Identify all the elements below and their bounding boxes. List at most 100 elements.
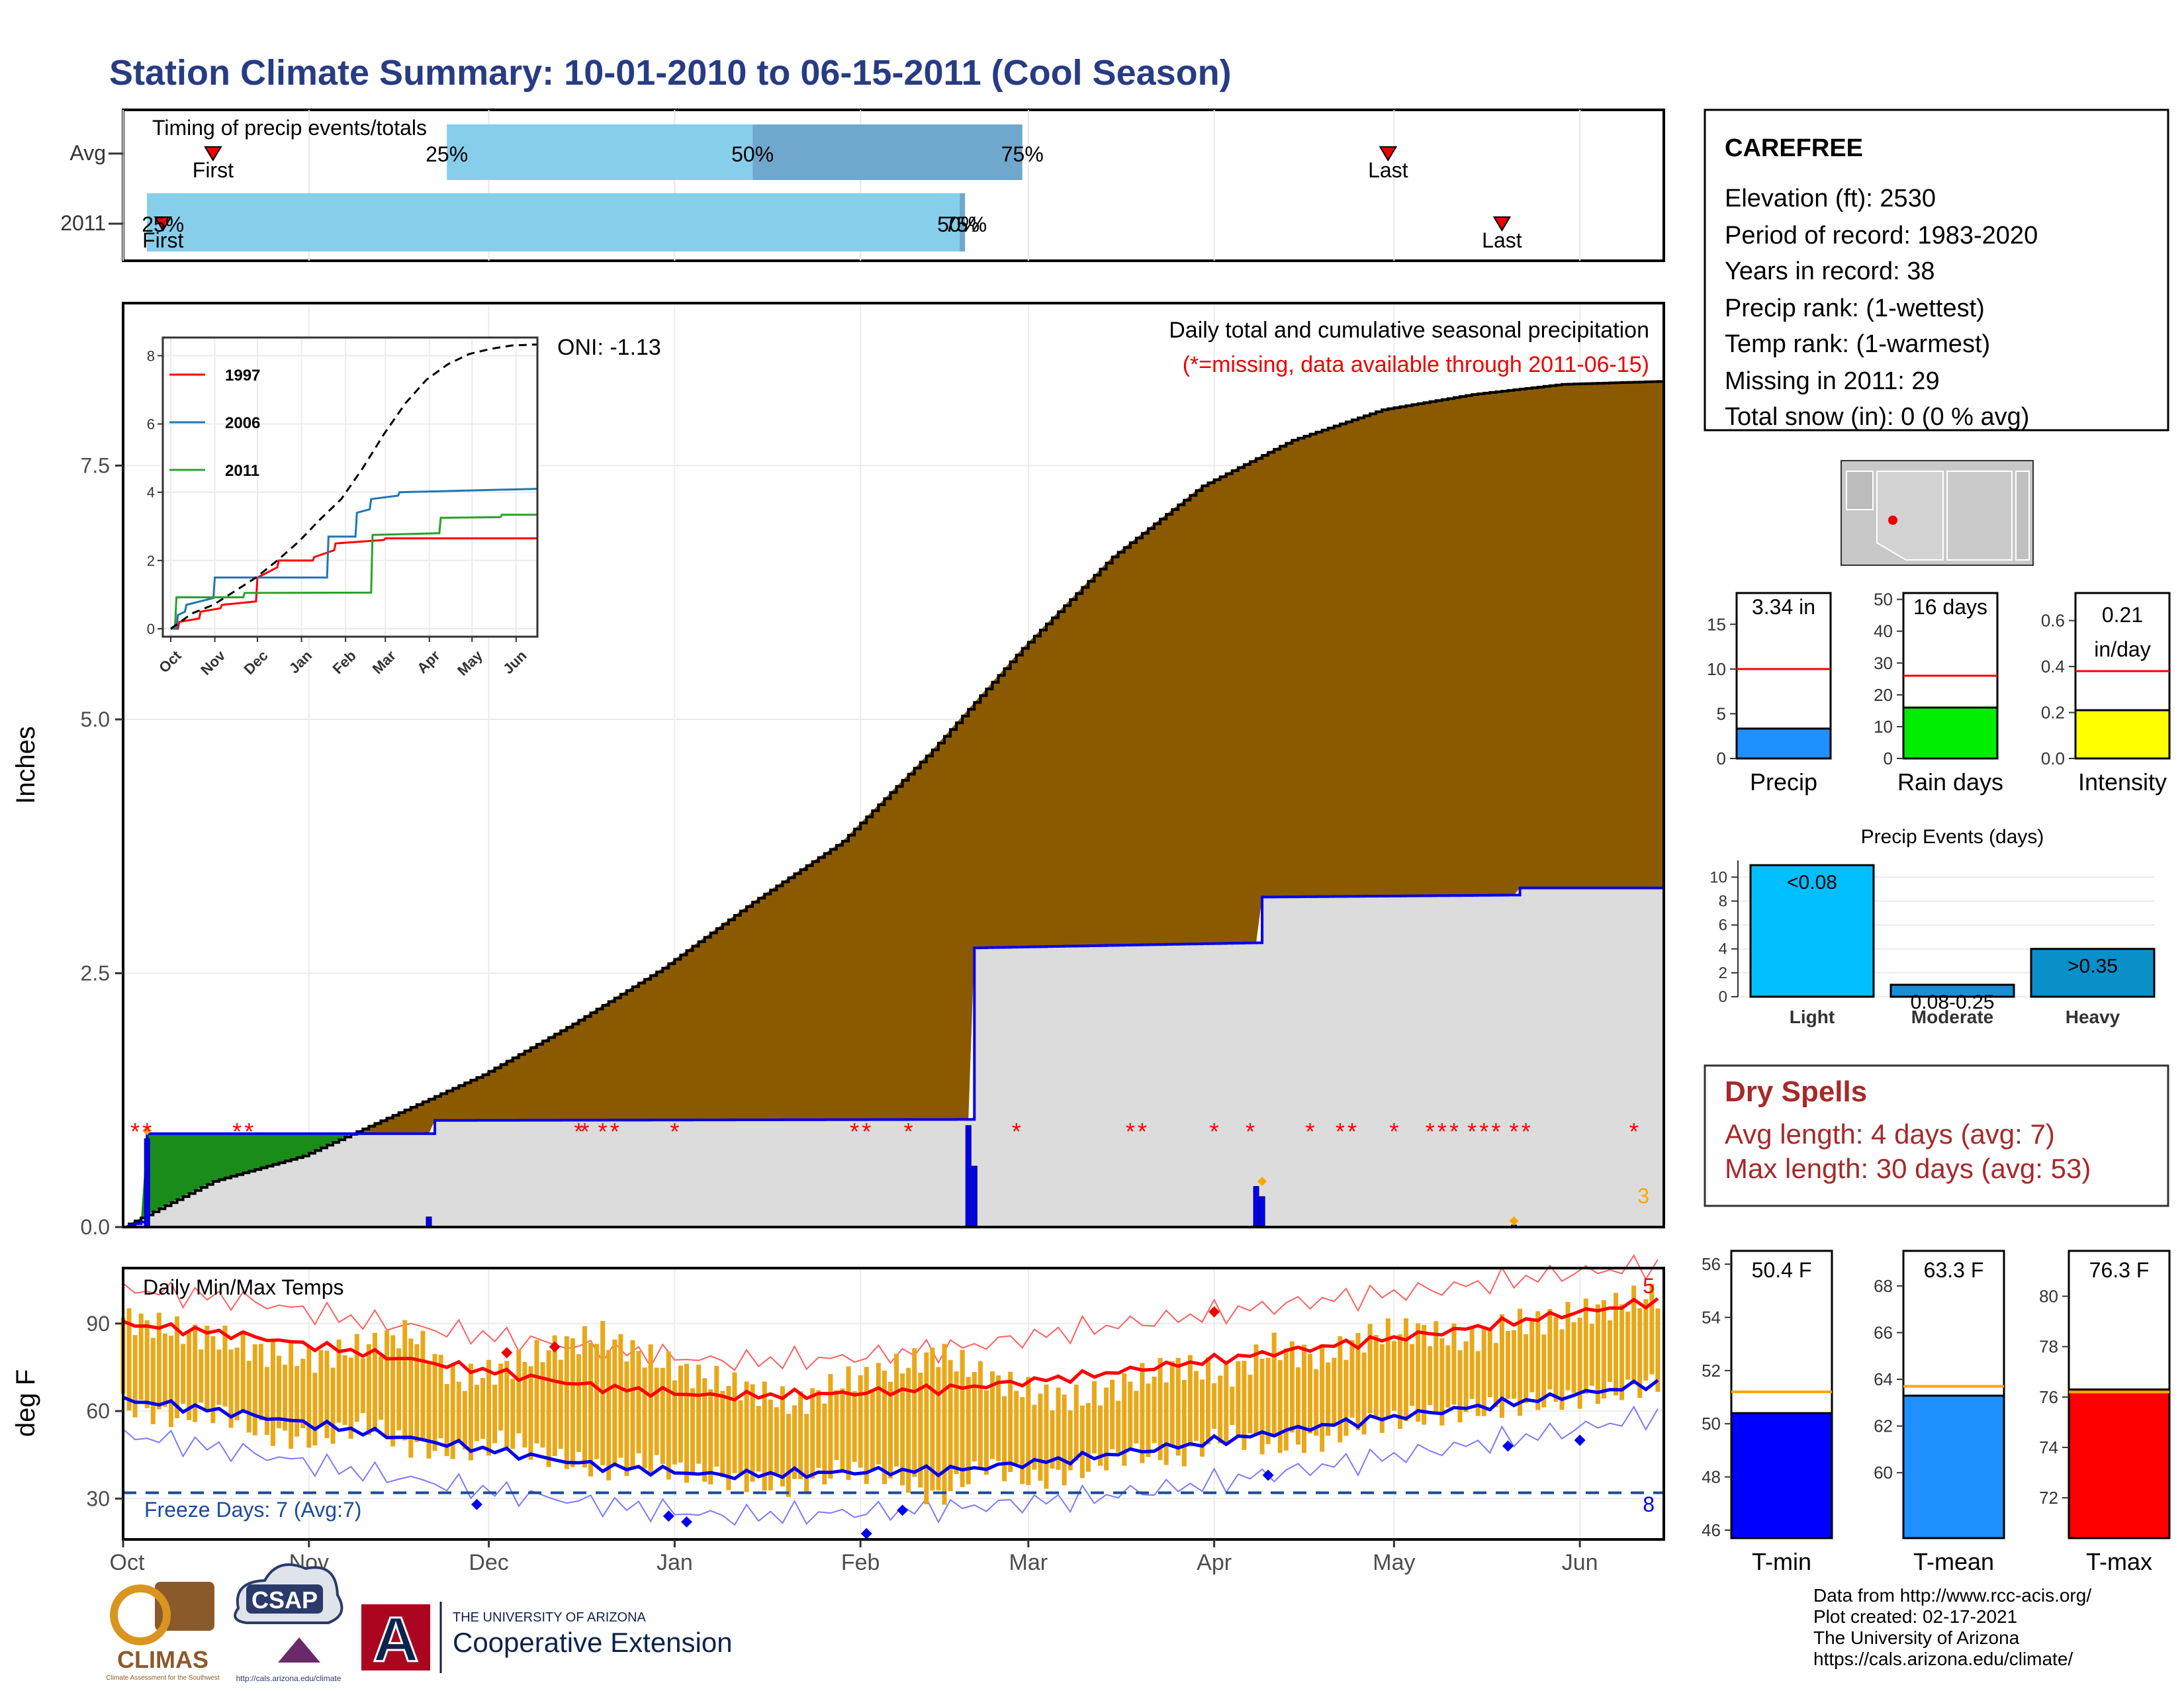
daily-temp-bar-112: [792, 1405, 797, 1479]
daily-precip-bar-4: [1253, 1186, 1259, 1228]
month-label-7: May: [1373, 1550, 1415, 1575]
timing-2011-last-marker: [1492, 216, 1512, 232]
daily-temp-bar-12: [193, 1324, 198, 1422]
daily-temp-bar-189: [1253, 1344, 1259, 1436]
daily-temp-bar-124: [864, 1367, 869, 1485]
temp-count-top: 5: [1643, 1274, 1655, 1298]
daily-temp-bar-256: [1655, 1308, 1661, 1392]
missing-day-mark-23: *: [1449, 1118, 1459, 1145]
inset-y-axis: 0 2 4 6 8: [147, 347, 163, 637]
ua-extension-logo[interactable]: A THE UNIVERSITY OF ARIZONA Cooperative …: [361, 1602, 733, 1676]
station-period: Period of record: 1983-2020: [1725, 222, 2038, 250]
missing-day-mark-0: *: [130, 1118, 140, 1145]
record-high-marker-2: [1208, 1306, 1220, 1318]
station-info-box: CAREFREE Elevation (ft): 2530 Period of …: [1704, 109, 2169, 432]
daily-temp-bar-110: [780, 1386, 785, 1486]
daily-temp-bar-171: [1146, 1383, 1151, 1457]
precip-y-axis-title: Inches: [11, 726, 40, 804]
dry-spells-title: Dry Spells: [1725, 1075, 1867, 1108]
daily-temp-bar-221: [1445, 1345, 1451, 1408]
intensity-summary-chart: 0.21 in/day 0.0 0.2 0.4 0.6 Intensity: [2041, 592, 2171, 796]
tmin-summary-label: T-min: [1752, 1548, 1811, 1575]
observed-cumulative-line: [123, 886, 1664, 1228]
daily-temp-bar-6: [156, 1312, 161, 1410]
month-label-3: Jan: [657, 1550, 693, 1575]
daily-temp-bar-209: [1373, 1335, 1379, 1419]
precip-corner-count: 3: [1637, 1184, 1649, 1208]
missing-day-mark-25: *: [1479, 1118, 1488, 1145]
daily-temp-bar-191: [1265, 1357, 1271, 1444]
daily-temp-bar-79: [594, 1344, 600, 1459]
daily-temp-bar-245: [1589, 1324, 1594, 1386]
daily-temp-bar-179: [1193, 1371, 1199, 1441]
daily-temp-bar-212: [1391, 1341, 1396, 1411]
daily-temp-bar-131: [906, 1367, 911, 1493]
csap-logo[interactable]: CSAP http://cals.arizona.edu/climate: [234, 1563, 343, 1683]
daily-temp-bar-111: [786, 1414, 791, 1497]
daily-temp-bar-60: [480, 1377, 486, 1439]
missing-day-mark-9: *: [850, 1118, 859, 1145]
daily-temp-bar-96: [696, 1365, 702, 1464]
climas-logo[interactable]: CLIMAS Climate Assessment for the Southw…: [106, 1582, 220, 1682]
daily-temp-bar-56: [456, 1381, 461, 1441]
daily-temp-bar-17: [222, 1325, 228, 1407]
timing-avg-25-label: 25%: [426, 142, 468, 166]
daily-temp-bar-173: [1158, 1357, 1163, 1461]
daily-temp-bar-120: [840, 1388, 845, 1473]
missing-day-markers: * * * * ** * * * * * * * * * * * * * * * * * * * * * * * *: [130, 1118, 1639, 1145]
record-low-marker-5: [1262, 1469, 1274, 1481]
daily-temp-bar-14: [205, 1325, 210, 1412]
daily-temp-bar-211: [1385, 1318, 1390, 1417]
station-name: CAREFREE: [1725, 134, 1863, 162]
missing-day-mark-11: *: [904, 1118, 913, 1145]
daily-temp-bar-138: [948, 1359, 953, 1492]
daily-temp-bar-250: [1619, 1304, 1625, 1400]
daily-temp-bar-61: [486, 1359, 492, 1456]
daily-temp-bar-101: [726, 1386, 731, 1490]
daily-temp-bar-198: [1308, 1353, 1313, 1434]
daily-temp-bar-88: [648, 1344, 653, 1473]
record-low-marker-4: [897, 1504, 909, 1516]
daily-temp-bar-75: [570, 1338, 575, 1467]
missing-day-mark-21: *: [1426, 1118, 1435, 1145]
daily-temp-bar-64: [504, 1361, 510, 1447]
daily-temp-bar-116: [816, 1390, 821, 1468]
climas-logo-swirl: [110, 1584, 171, 1645]
daily-precip-bar-0: [144, 1138, 150, 1228]
daily-temp-bar-49: [414, 1344, 420, 1442]
month-label-0: Oct: [110, 1550, 145, 1575]
tmin-summary-axis: 46 48 50 52 54 56: [1702, 1254, 1731, 1540]
daily-precip-bar-1: [426, 1216, 432, 1228]
daily-temp-bar-84: [624, 1361, 629, 1477]
daily-temp-bar-62: [492, 1385, 498, 1443]
daily-temp-bar-36: [336, 1340, 341, 1423]
daily-temp-bar-74: [564, 1336, 569, 1469]
daily-temp-bar-239: [1553, 1317, 1559, 1402]
map-state-arizona: [1876, 471, 1944, 561]
station-snow: Total snow (in): 0 (0 % avg): [1725, 403, 2029, 431]
daily-temp-bar-21: [246, 1360, 251, 1433]
tmin-summary-tick-label-3: 52: [1702, 1361, 1721, 1381]
intensity-summary-unit: in/day: [2094, 637, 2150, 661]
avg-tmax-line: [122, 1297, 1659, 1402]
raindays-summary-tick-label-0: 0: [1884, 749, 1893, 768]
daily-temp-bar-222: [1451, 1323, 1457, 1405]
daily-temp-bar-78: [588, 1342, 594, 1477]
daily-temp-bar-40: [360, 1358, 365, 1414]
daily-temp-bar-58: [468, 1363, 473, 1461]
precip-summary-value: 3.34 in: [1752, 595, 1815, 619]
temp-y-axis: 30 60 90: [86, 1312, 123, 1510]
intensity-summary-label: Intensity: [2078, 768, 2167, 796]
daily-temp-bar-8: [168, 1336, 173, 1428]
precip-ytick-label-3: 7.5: [81, 453, 110, 477]
daily-temp-bar-200: [1320, 1344, 1325, 1452]
daily-temp-bar-48: [408, 1338, 414, 1458]
daily-temp-bar-181: [1206, 1357, 1211, 1445]
daily-temp-bar-33: [318, 1349, 324, 1427]
month-label-6: Apr: [1197, 1550, 1232, 1575]
daily-temp-bar-214: [1403, 1318, 1408, 1422]
month-label-4: Feb: [841, 1550, 880, 1575]
precip-y-axis: 0.0 2.5 5.0 7.5: [81, 453, 123, 1239]
dry-spells-max: Max length: 30 days (avg: 53): [1725, 1153, 2091, 1184]
daily-temp-bar-149: [1014, 1391, 1019, 1464]
